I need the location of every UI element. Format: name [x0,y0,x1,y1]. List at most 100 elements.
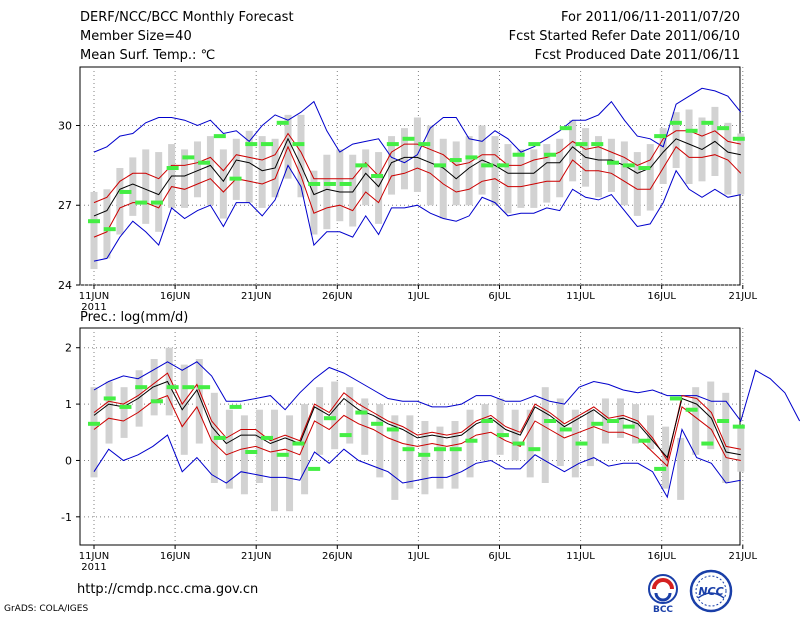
precipitation-spread-box [406,415,414,489]
precipitation-member-mark [528,447,541,452]
refer-date: Fcst Started Refer Date 2011/06/10 [508,29,740,44]
precipitation-spread-box [301,404,309,495]
precipitation-member-mark [496,433,509,438]
temperature-xtick-label: 21JUL [729,291,758,302]
precipitation-xtick-label: 16JUN [160,551,190,562]
temperature-spread-box [452,141,460,206]
site-url[interactable]: http://cmdp.ncc.cma.gov.cn [77,582,259,597]
precipitation-ytick-label: 0 [65,454,72,467]
precipitation-member-mark [638,438,651,443]
precipitation-xtick-label: 26JUN [322,551,352,562]
ncc-logo-text: NCC [698,585,723,598]
temperature-member-mark [355,163,368,168]
precipitation-ytick-label: 2 [65,342,72,355]
precipitation-member-mark [685,407,698,412]
chart-title: DERF/NCC/BCC Monthly Forecast [80,10,294,25]
temperature-member-mark [481,163,494,168]
precipitation-xtick-label: 16JUL [647,551,676,562]
temperature-member-mark [150,200,163,205]
precipitation-member-mark [135,385,148,390]
bcc-logo-text: BCC [653,605,673,614]
precipitation-member-mark [465,438,478,443]
temperature-xtick-label: 6JUL [488,291,511,302]
temperature-member-mark [512,152,525,157]
variable-label: Mean Surf. Temp.: ℃ [80,48,216,63]
temperature-spread-box [607,138,615,192]
precipitation-spread-box [195,359,203,444]
temperature-member-mark [654,134,667,139]
temperature-ytick-label: 30 [58,119,72,132]
temperature-spread-box [103,189,111,259]
temperature-member-mark [386,142,399,147]
temperature-spread-box [206,136,214,206]
temperature-member-mark [166,166,179,171]
temperature-member-mark [402,136,415,141]
temperature-year-label: 2011 [81,302,106,313]
temperature-spread-box [349,154,357,227]
precipitation-spread-box [481,404,489,461]
temperature-member-mark [449,158,462,163]
temperature-spread-box [310,170,318,235]
precipitation-ytick-label: 1 [65,398,72,411]
temperature-member-mark [544,152,557,157]
temperature-spread-box [245,130,253,203]
temperature-spread-box [362,149,370,206]
precipitation-member-mark [355,410,368,415]
temperature-member-mark [339,181,352,186]
temperature-spread-box [685,109,693,184]
temperature-spread-box [219,149,227,219]
precipitation-spread-box [421,421,429,495]
temperature-spread-box [737,133,745,195]
precipitation-spread-box [556,398,564,467]
forecast-period: For 2011/06/11-2011/07/20 [561,10,740,25]
precipitation-spread-box [240,415,248,495]
temperature-member-mark [669,120,682,125]
precipitation-xtick-label: 11JUN [79,551,109,562]
precipitation-member-mark [575,441,588,446]
temperature-member-mark [528,142,541,147]
temperature-member-mark [685,128,698,133]
temperature-spread-box [569,120,577,182]
temperature-spread-box [258,136,266,208]
precipitation-spread-box [632,404,640,444]
ncc-logo: NCC [689,569,733,613]
precipitation-member-mark [198,385,211,390]
precipitation-member-mark [433,447,446,452]
temperature-member-mark [245,142,258,147]
temperature-spread-box [646,144,654,211]
temperature-spread-box [193,141,201,198]
precipitation-spread-box [165,347,173,416]
temperature-member-mark [433,163,446,168]
temperature-member-mark [182,155,195,160]
precipitation-member-mark [339,433,352,438]
precipitation-spread-box [616,398,624,438]
temperature-xtick-label: 21JUN [241,291,271,302]
precipitation-spread-box [451,421,459,489]
temperature-panel: 11JUN 16JUN 21JUN 26JUN 1JUL 6JUL 11JUL 16JUL 21… [58,66,758,313]
temperature-spread-box [633,152,641,216]
precipitation-member-mark [717,419,730,423]
temperature-member-mark [622,163,635,168]
precipitation-spread-box [511,409,519,461]
grads-credit: GrADS: COLA/IGES [4,604,89,614]
precipitation-spread-box [526,409,534,478]
temperature-member-mark [418,142,431,147]
temperature-member-mark [717,126,730,131]
precipitation-member-mark [308,466,321,471]
temperature-mean-line [93,137,741,217]
temperature-min-line [93,164,741,262]
temperature-member-mark [575,142,588,147]
precipitation-spread-box [255,409,263,483]
temperature-spread-box [556,138,564,198]
temperature-spread-box [491,136,499,206]
temperature-member-mark [276,120,289,125]
precipitation-member-mark [701,441,714,446]
precipitation-year-label: 2011 [81,562,106,573]
precipitation-spread-box [601,398,609,444]
temperature-member-mark [559,126,572,131]
temperature-member-mark [292,142,305,147]
temperature-member-mark [323,181,336,186]
temperature-spread-box [232,138,240,200]
precipitation-spread-box [286,415,294,512]
temperature-member-mark [465,155,478,160]
